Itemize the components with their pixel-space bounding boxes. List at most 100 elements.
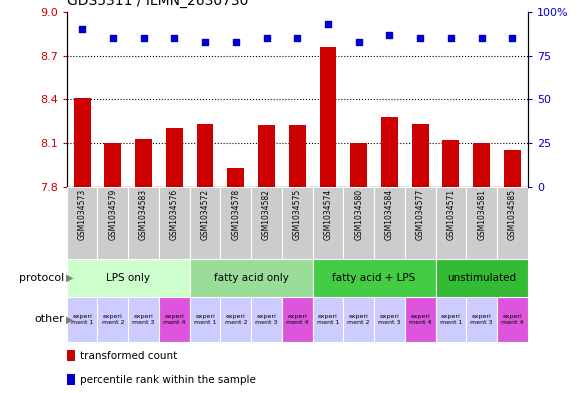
- Bar: [197, 124, 213, 187]
- Bar: [381, 117, 398, 187]
- Text: experi
ment 4: experi ment 4: [501, 314, 524, 325]
- Point: [262, 35, 271, 41]
- Bar: [473, 143, 490, 187]
- Bar: [374, 297, 405, 342]
- Text: unstimulated: unstimulated: [447, 273, 516, 283]
- Text: GSM1034583: GSM1034583: [139, 189, 148, 240]
- Bar: [443, 140, 459, 187]
- Bar: [436, 259, 528, 297]
- Bar: [220, 187, 251, 259]
- Bar: [67, 187, 97, 259]
- Text: experi
ment 3: experi ment 3: [378, 314, 401, 325]
- Bar: [313, 187, 343, 259]
- Text: experi
ment 1: experi ment 1: [317, 314, 339, 325]
- Text: experi
ment 4: experi ment 4: [163, 314, 186, 325]
- Bar: [251, 187, 282, 259]
- Bar: [67, 259, 190, 297]
- Bar: [104, 143, 121, 187]
- Bar: [190, 187, 220, 259]
- Point: [354, 39, 363, 45]
- Bar: [190, 259, 313, 297]
- Text: ▶: ▶: [66, 314, 74, 324]
- Point: [415, 35, 425, 41]
- Bar: [466, 297, 497, 342]
- Text: GSM1034581: GSM1034581: [477, 189, 486, 240]
- Text: experi
ment 1: experi ment 1: [440, 314, 462, 325]
- Text: experi
ment 1: experi ment 1: [194, 314, 216, 325]
- Text: GSM1034571: GSM1034571: [447, 189, 455, 240]
- Bar: [135, 139, 152, 187]
- Bar: [313, 297, 343, 342]
- Text: other: other: [34, 314, 64, 324]
- Text: experi
ment 2: experi ment 2: [224, 314, 247, 325]
- Bar: [227, 168, 244, 187]
- Bar: [97, 187, 128, 259]
- Bar: [350, 143, 367, 187]
- Text: experi
ment 1: experi ment 1: [71, 314, 93, 325]
- Text: GSM1034578: GSM1034578: [231, 189, 240, 240]
- Point: [108, 35, 118, 41]
- Bar: [282, 187, 313, 259]
- Point: [170, 35, 179, 41]
- Text: GSM1034577: GSM1034577: [416, 189, 425, 240]
- Bar: [313, 259, 436, 297]
- Text: experi
ment 3: experi ment 3: [132, 314, 155, 325]
- Text: GSM1034572: GSM1034572: [201, 189, 209, 240]
- Point: [477, 35, 487, 41]
- Bar: [159, 187, 190, 259]
- Text: GSM1034584: GSM1034584: [385, 189, 394, 240]
- Bar: [97, 297, 128, 342]
- Point: [447, 35, 456, 41]
- Point: [78, 26, 87, 32]
- Text: GSM1034582: GSM1034582: [262, 189, 271, 240]
- Bar: [67, 350, 75, 361]
- Bar: [67, 374, 75, 385]
- Bar: [405, 297, 436, 342]
- Text: fatty acid + LPS: fatty acid + LPS: [332, 273, 416, 283]
- Text: GSM1034579: GSM1034579: [108, 189, 117, 240]
- Text: LPS only: LPS only: [106, 273, 150, 283]
- Point: [385, 31, 394, 38]
- Text: ▶: ▶: [66, 273, 74, 283]
- Text: protocol: protocol: [19, 273, 64, 283]
- Text: experi
ment 3: experi ment 3: [470, 314, 493, 325]
- Text: GSM1034573: GSM1034573: [78, 189, 86, 240]
- Text: percentile rank within the sample: percentile rank within the sample: [79, 375, 255, 385]
- Text: experi
ment 2: experi ment 2: [102, 314, 124, 325]
- Text: GSM1034580: GSM1034580: [354, 189, 363, 240]
- Bar: [159, 297, 190, 342]
- Bar: [436, 297, 466, 342]
- Bar: [190, 297, 220, 342]
- Bar: [405, 187, 436, 259]
- Text: GSM1034585: GSM1034585: [508, 189, 517, 240]
- Bar: [343, 297, 374, 342]
- Point: [201, 39, 210, 45]
- Bar: [497, 297, 528, 342]
- Text: experi
ment 4: experi ment 4: [286, 314, 309, 325]
- Bar: [374, 187, 405, 259]
- Point: [508, 35, 517, 41]
- Bar: [504, 150, 521, 187]
- Text: GDS5311 / ILMN_2630730: GDS5311 / ILMN_2630730: [67, 0, 248, 8]
- Bar: [128, 187, 159, 259]
- Text: experi
ment 3: experi ment 3: [255, 314, 278, 325]
- Text: GSM1034574: GSM1034574: [324, 189, 332, 240]
- Bar: [166, 129, 183, 187]
- Bar: [74, 98, 90, 187]
- Point: [139, 35, 148, 41]
- Text: transformed count: transformed count: [79, 351, 177, 361]
- Bar: [282, 297, 313, 342]
- Bar: [128, 297, 159, 342]
- Bar: [320, 47, 336, 187]
- Text: GSM1034576: GSM1034576: [170, 189, 179, 240]
- Point: [231, 39, 241, 45]
- Text: fatty acid only: fatty acid only: [213, 273, 289, 283]
- Bar: [497, 187, 528, 259]
- Point: [293, 35, 302, 41]
- Bar: [343, 187, 374, 259]
- Text: GSM1034575: GSM1034575: [293, 189, 302, 240]
- Text: experi
ment 2: experi ment 2: [347, 314, 370, 325]
- Bar: [258, 125, 275, 187]
- Bar: [466, 187, 497, 259]
- Bar: [412, 124, 429, 187]
